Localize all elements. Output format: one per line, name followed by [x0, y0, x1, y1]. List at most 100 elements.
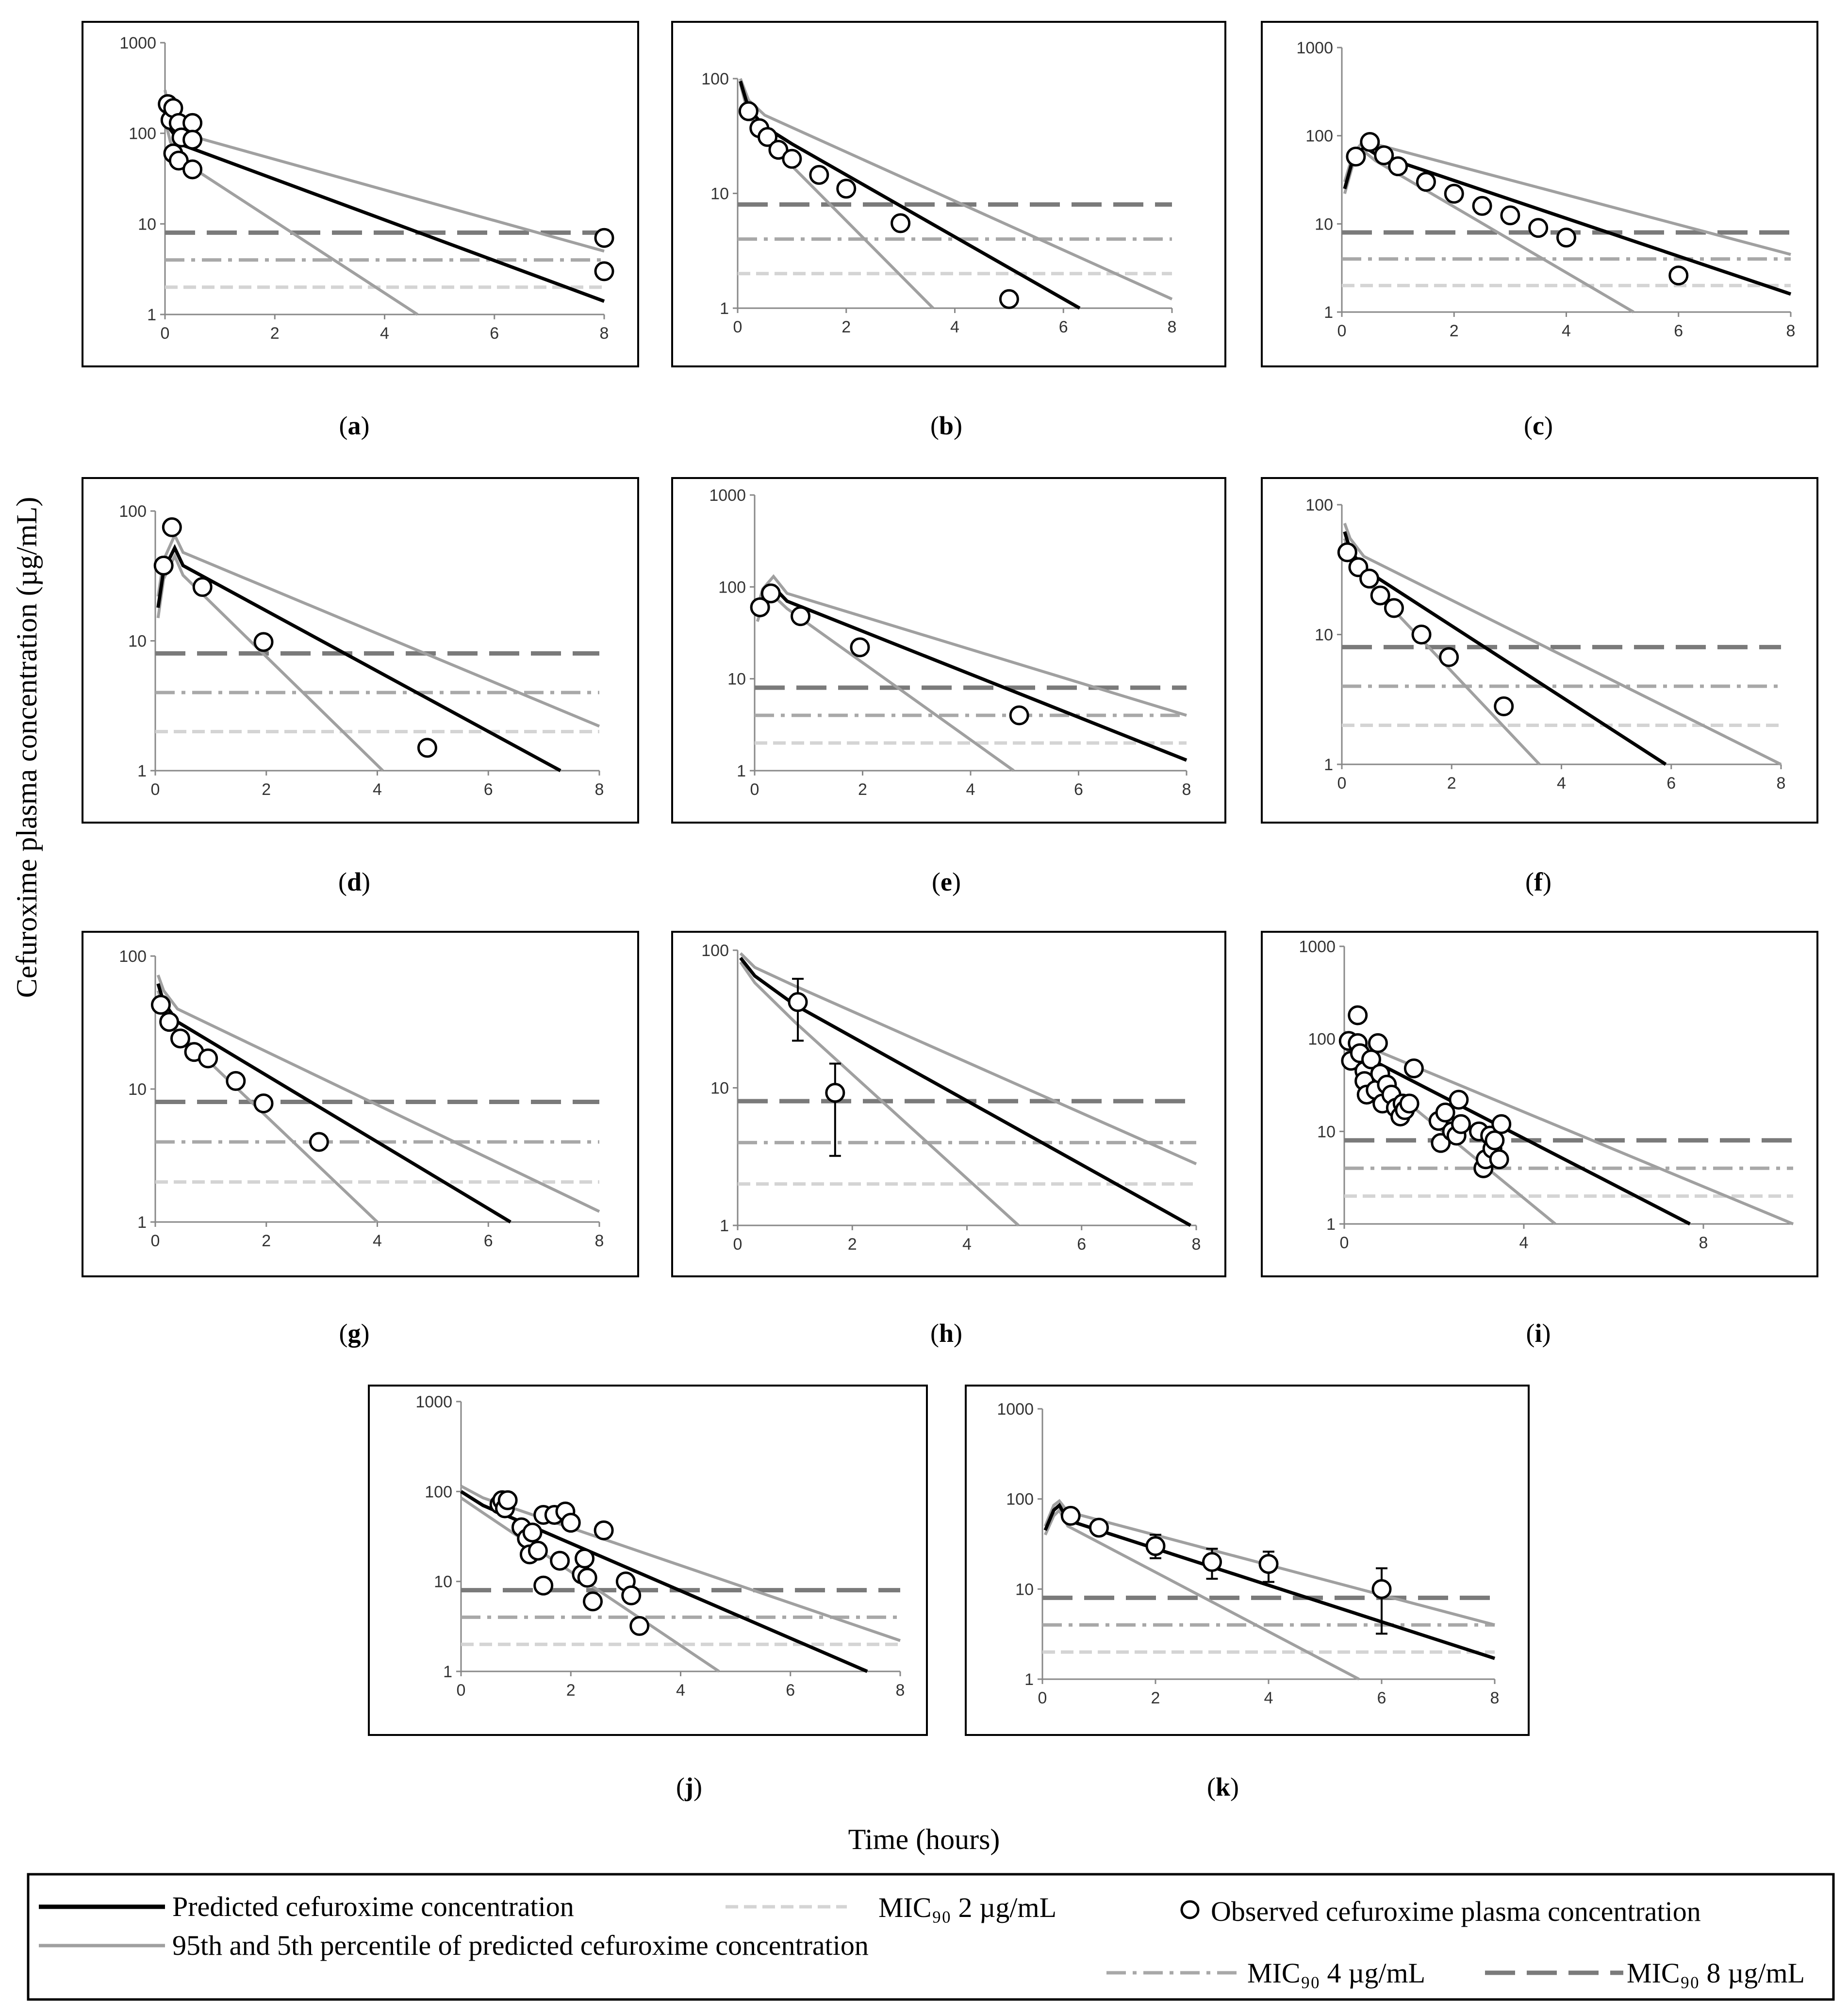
legend-observed-marker	[1180, 1900, 1200, 1919]
x-tick-label: 2	[262, 780, 271, 799]
observed-point	[1399, 1093, 1419, 1114]
panel-i: 1 10 100 1000 0 4 8 (i)	[1261, 931, 1818, 1348]
observed-point	[1451, 1114, 1471, 1134]
x-tick-label: 2	[842, 318, 851, 336]
panel-f: 1 10 100 0 2 4 6 8 (f)	[1261, 477, 1818, 896]
y-tick-label: 1	[1324, 756, 1333, 774]
upper-percentile-curve-f	[1343, 523, 1782, 766]
observed-point	[825, 1083, 845, 1103]
x-tick-label: 4	[676, 1681, 685, 1700]
observed-point	[1346, 147, 1366, 167]
observed-point	[1556, 227, 1576, 248]
legend: Predicted cefuroxime concentration 95th …	[27, 1873, 1835, 2001]
lower-percentile-curve-h	[739, 961, 1020, 1227]
panel-h: 1 10 100 0 2 4 6 8 (h)	[671, 931, 1226, 1348]
upper-percentile-curve-j	[460, 1485, 901, 1642]
y-tick-label: 1	[720, 1217, 729, 1235]
observed-point	[1439, 647, 1459, 667]
panel-c: 1 10 100 1000 0 2 4 6 8 (c)	[1261, 21, 1818, 440]
x-tick-label: 0	[1337, 322, 1347, 340]
panel-frame-a	[82, 21, 639, 367]
x-tick-label: 6	[1674, 322, 1683, 340]
observed-point	[1489, 1149, 1509, 1170]
panel-frame-g	[82, 931, 639, 1277]
x-tick-label: 2	[848, 1235, 857, 1254]
observed-point	[1359, 568, 1380, 589]
panel-label-c: (c)	[1524, 411, 1553, 440]
y-tick-label: 100	[1305, 127, 1333, 146]
observed-point	[999, 289, 1019, 309]
observed-point	[1145, 1536, 1166, 1556]
y-tick-label: 1	[147, 306, 156, 324]
x-tick-label: 0	[1340, 1234, 1349, 1252]
observed-point	[594, 261, 614, 281]
observed-point	[583, 1591, 603, 1612]
x-tick-label: 8	[1168, 318, 1177, 336]
legend-frame	[27, 1873, 1835, 2001]
x-tick-label: 8	[595, 780, 604, 799]
x-tick-label: 6	[484, 1232, 493, 1250]
panel-a: 1 10 100 1000 0 2 4 6 8 (a)	[82, 21, 639, 440]
panel-frame-i	[1261, 931, 1818, 1277]
panel-frame-c	[1261, 21, 1818, 367]
upper-percentile-curve-h	[739, 952, 1197, 1165]
y-tick-label: 10	[710, 185, 729, 203]
lower-percentile-curve-k	[1044, 1507, 1360, 1681]
x-tick-label: 6	[1059, 318, 1068, 336]
observed-point	[575, 1548, 595, 1569]
observed-point	[1449, 1090, 1469, 1110]
y-tick-label: 10	[434, 1573, 452, 1591]
observed-point	[836, 179, 857, 199]
observed-point	[1374, 145, 1394, 165]
x-tick-label: 0	[733, 318, 742, 336]
x-tick-label: 4	[373, 780, 382, 799]
y-tick-label: 10	[1315, 215, 1333, 233]
y-tick-label: 1	[1324, 303, 1333, 322]
panel-frame-f	[1261, 477, 1818, 824]
observed-point	[253, 1093, 274, 1114]
y-tick-label: 10	[128, 632, 147, 651]
x-tick-label: 2	[1447, 774, 1456, 793]
observed-point	[594, 228, 614, 248]
y-tick-label: 10	[1015, 1580, 1034, 1599]
x-tick-label: 8	[1182, 780, 1191, 799]
observed-point	[150, 994, 171, 1015]
observed-point	[1089, 1518, 1109, 1538]
observed-point	[1009, 705, 1029, 726]
observed-point	[1444, 183, 1464, 204]
x-tick-label: 4	[962, 1235, 972, 1254]
observed-point	[1337, 542, 1357, 562]
observed-point	[1435, 1102, 1455, 1123]
y-tick-label: 100	[1308, 1030, 1336, 1049]
observed-point	[182, 113, 203, 133]
observed-point	[1368, 1033, 1388, 1053]
x-tick-label: 0	[151, 1232, 160, 1250]
legend-percentile-label: 95th and 5th percentile of predicted cef…	[172, 1930, 869, 1961]
x-tick-label: 4	[1264, 1689, 1273, 1707]
x-tick-label: 0	[151, 780, 160, 799]
observed-point	[1388, 156, 1408, 177]
y-tick-label: 10	[138, 215, 156, 233]
y-tick-label: 1	[1024, 1670, 1034, 1689]
x-tick-label: 8	[600, 324, 609, 343]
x-tick-label: 2	[262, 1232, 271, 1250]
x-tick-label: 0	[457, 1681, 466, 1700]
observed-point	[768, 140, 789, 160]
upper-percentile-curve-g	[156, 974, 600, 1213]
y-tick-label: 100	[119, 947, 147, 966]
observed-point	[1202, 1552, 1222, 1572]
panel-d: 1 10 100 0 2 4 6 8 (d)	[82, 477, 639, 896]
x-tick-label: 2	[1450, 322, 1459, 340]
x-tick-label: 8	[1699, 1234, 1708, 1252]
observed-point	[809, 165, 829, 185]
observed-point	[760, 583, 781, 604]
panel-j: 1 10 100 1000 0 2 4 6 8 (j)	[368, 1385, 928, 1801]
x-tick-label: 8	[1777, 774, 1786, 793]
x-tick-label: 0	[161, 324, 170, 343]
y-tick-label: 1000	[1299, 938, 1336, 956]
panel-frame-e	[671, 477, 1226, 824]
panel-label-j: (j)	[676, 1772, 702, 1801]
y-tick-label: 100	[1006, 1490, 1034, 1509]
observed-point	[417, 738, 437, 758]
observed-point	[198, 1048, 218, 1069]
